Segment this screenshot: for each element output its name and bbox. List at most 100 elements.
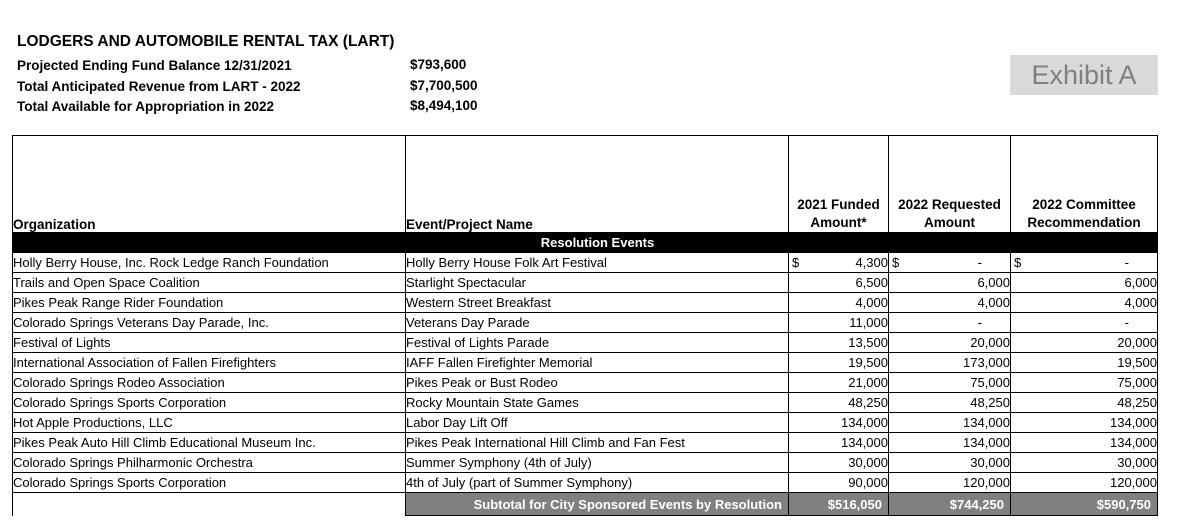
funded-2021-cell: 19,500: [788, 352, 889, 373]
subtotal-2021-funded: $516,050: [788, 492, 889, 516]
summary-label: Total Available for Appropriation in 202…: [17, 99, 275, 114]
table-row: Colorado Springs Sports Corporation 4th o…: [12, 472, 1158, 493]
committee-2022-cell: 48,250: [1010, 392, 1158, 413]
table-row: Colorado Springs Sports Corporation Rocky…: [12, 392, 1158, 413]
table-row: Pikes Peak Range Rider Foundation Western…: [12, 292, 1158, 313]
committee-2022-cell: 30,000: [1010, 452, 1158, 473]
requested-2022-cell: $ -: [888, 252, 1011, 273]
summary-value: $8,494,100: [410, 98, 478, 113]
committee-2022-cell: 4,000: [1010, 292, 1158, 313]
exhibit-badge: Exhibit A: [1010, 55, 1158, 95]
subtotal-empty-cell: [12, 492, 406, 516]
requested-2022-cell: 75,000: [888, 372, 1011, 393]
table-row: Hot Apple Productions, LLC Labor Day Lift…: [12, 412, 1158, 433]
column-header-2022-committee: 2022 Committee Recommendation: [1010, 135, 1158, 233]
table-row: Pikes Peak Auto Hill Climb Educational M…: [12, 432, 1158, 453]
event-name-cell: Pikes Peak International Hill Climb and …: [405, 432, 789, 453]
requested-2022-cell: 134,000: [888, 432, 1011, 453]
organization-cell: Colorado Springs Philharmonic Orchestra: [12, 452, 406, 473]
funded-2021-cell: $4,300: [788, 252, 889, 273]
organization-cell: Hot Apple Productions, LLC: [12, 412, 406, 433]
event-name-cell: Holly Berry House Folk Art Festival: [405, 252, 789, 273]
currency-symbol: $: [792, 255, 800, 270]
requested-2022-cell: 6,000: [888, 272, 1011, 293]
table-body: Holly Berry House, Inc. Rock Ledge Ranch…: [12, 252, 1158, 493]
event-name-cell: 4th of July (part of Summer Symphony): [405, 472, 789, 493]
requested-2022-cell: 48,250: [888, 392, 1011, 413]
section-header-cell: Resolution Events: [12, 232, 1158, 253]
summary-label: Projected Ending Fund Balance 12/31/2021: [17, 58, 292, 73]
funded-2021-cell: 11,000: [788, 312, 889, 333]
requested-2022-cell: 173,000: [888, 352, 1011, 373]
summary-value: $793,600: [410, 57, 467, 72]
requested-2022-cell: 4,000: [888, 292, 1011, 313]
table-row: Colorado Springs Rodeo Association Pikes …: [12, 372, 1158, 393]
requested-2022-cell: 120,000: [888, 472, 1011, 493]
column-header-row: Organization Event/Project Name 2021 Fun…: [12, 135, 1158, 233]
event-name-cell: Western Street Breakfast: [405, 292, 789, 313]
organization-cell: Trails and Open Space Coalition: [12, 272, 406, 293]
subtotal-2022-committee: $590,750: [1010, 492, 1158, 516]
committee-2022-cell: 75,000: [1010, 372, 1158, 393]
table-row: Holly Berry House, Inc. Rock Ledge Ranch…: [12, 252, 1158, 273]
event-name-cell: Pikes Peak or Bust Rodeo: [405, 372, 789, 393]
funded-2021-cell: 13,500: [788, 332, 889, 353]
lart-funding-table: Organization Event/Project Name 2021 Fun…: [12, 135, 1158, 516]
table-row: International Association of Fallen Fire…: [12, 352, 1158, 373]
event-name-cell: Starlight Spectacular: [405, 272, 789, 293]
committee-2022-cell: 6,000: [1010, 272, 1158, 293]
organization-cell: Pikes Peak Auto Hill Climb Educational M…: [12, 432, 406, 453]
funded-2021-cell: 21,000: [788, 372, 889, 393]
document-title: LODGERS AND AUTOMOBILE RENTAL TAX (LART): [17, 33, 395, 50]
subtotal-row: Subtotal for City Sponsored Events by Re…: [12, 492, 1158, 516]
committee-2022-cell: 120,000: [1010, 472, 1158, 493]
event-name-cell: Labor Day Lift Off: [405, 412, 789, 433]
table-row: Colorado Springs Philharmonic Orchestra S…: [12, 452, 1158, 473]
section-header-row: Resolution Events: [12, 232, 1158, 253]
committee-2022-cell: $ -: [1010, 252, 1158, 273]
event-name-cell: Summer Symphony (4th of July): [405, 452, 789, 473]
subtotal-label: Subtotal for City Sponsored Events by Re…: [405, 492, 789, 516]
summary-line: Total Available for Appropriation in 202…: [17, 98, 577, 119]
funded-2021-cell: 90,000: [788, 472, 889, 493]
organization-cell: Pikes Peak Range Rider Foundation: [12, 292, 406, 313]
requested-2022-cell: -: [888, 312, 1011, 333]
funded-2021-cell: 134,000: [788, 432, 889, 453]
summary-label: Total Anticipated Revenue from LART - 20…: [17, 78, 301, 94]
organization-cell: Festival of Lights: [12, 332, 406, 353]
event-name-cell: Festival of Lights Parade: [405, 332, 789, 353]
organization-cell: Colorado Springs Rodeo Association: [12, 372, 406, 393]
committee-2022-cell: 134,000: [1010, 412, 1158, 433]
event-name-cell: Veterans Day Parade: [405, 312, 789, 333]
organization-cell: International Association of Fallen Fire…: [12, 352, 406, 373]
summary-line: Projected Ending Fund Balance 12/31/2021…: [17, 57, 577, 78]
currency-symbol: $: [892, 255, 900, 270]
requested-2022-cell: 20,000: [888, 332, 1011, 353]
fund-summary: Projected Ending Fund Balance 12/31/2021…: [17, 57, 577, 119]
requested-2022-cell: 134,000: [888, 412, 1011, 433]
funded-2021-cell: 30,000: [788, 452, 889, 473]
funded-2021-cell: 6,500: [788, 272, 889, 293]
summary-value: $7,700,500: [410, 77, 478, 93]
committee-2022-cell: 134,000: [1010, 432, 1158, 453]
event-name-cell: IAFF Fallen Firefighter Memorial: [405, 352, 789, 373]
section-header-label: Resolution Events: [540, 235, 655, 250]
table-row: Colorado Springs Veterans Day Parade, In…: [12, 312, 1158, 333]
funded-2021-cell: 4,000: [788, 292, 889, 313]
column-header-2022-requested: 2022 Requested Amount: [888, 135, 1011, 233]
subtotal-2022-requested: $744,250: [888, 492, 1011, 516]
organization-cell: Colorado Springs Veterans Day Parade, In…: [12, 312, 406, 333]
column-header-organization: Organization: [12, 135, 406, 233]
funded-2021-cell: 134,000: [788, 412, 889, 433]
committee-2022-cell: -: [1010, 312, 1158, 333]
organization-cell: Colorado Springs Sports Corporation: [12, 472, 406, 493]
currency-symbol: $: [1014, 255, 1022, 270]
organization-cell: Colorado Springs Sports Corporation: [12, 392, 406, 413]
summary-line: Total Anticipated Revenue from LART - 20…: [17, 78, 577, 99]
table-row: Trails and Open Space Coalition Starlight…: [12, 272, 1158, 293]
requested-2022-cell: 30,000: [888, 452, 1011, 473]
event-name-cell: Rocky Mountain State Games: [405, 392, 789, 413]
organization-cell: Holly Berry House, Inc. Rock Ledge Ranch…: [12, 252, 406, 273]
column-header-event: Event/Project Name: [405, 135, 789, 233]
